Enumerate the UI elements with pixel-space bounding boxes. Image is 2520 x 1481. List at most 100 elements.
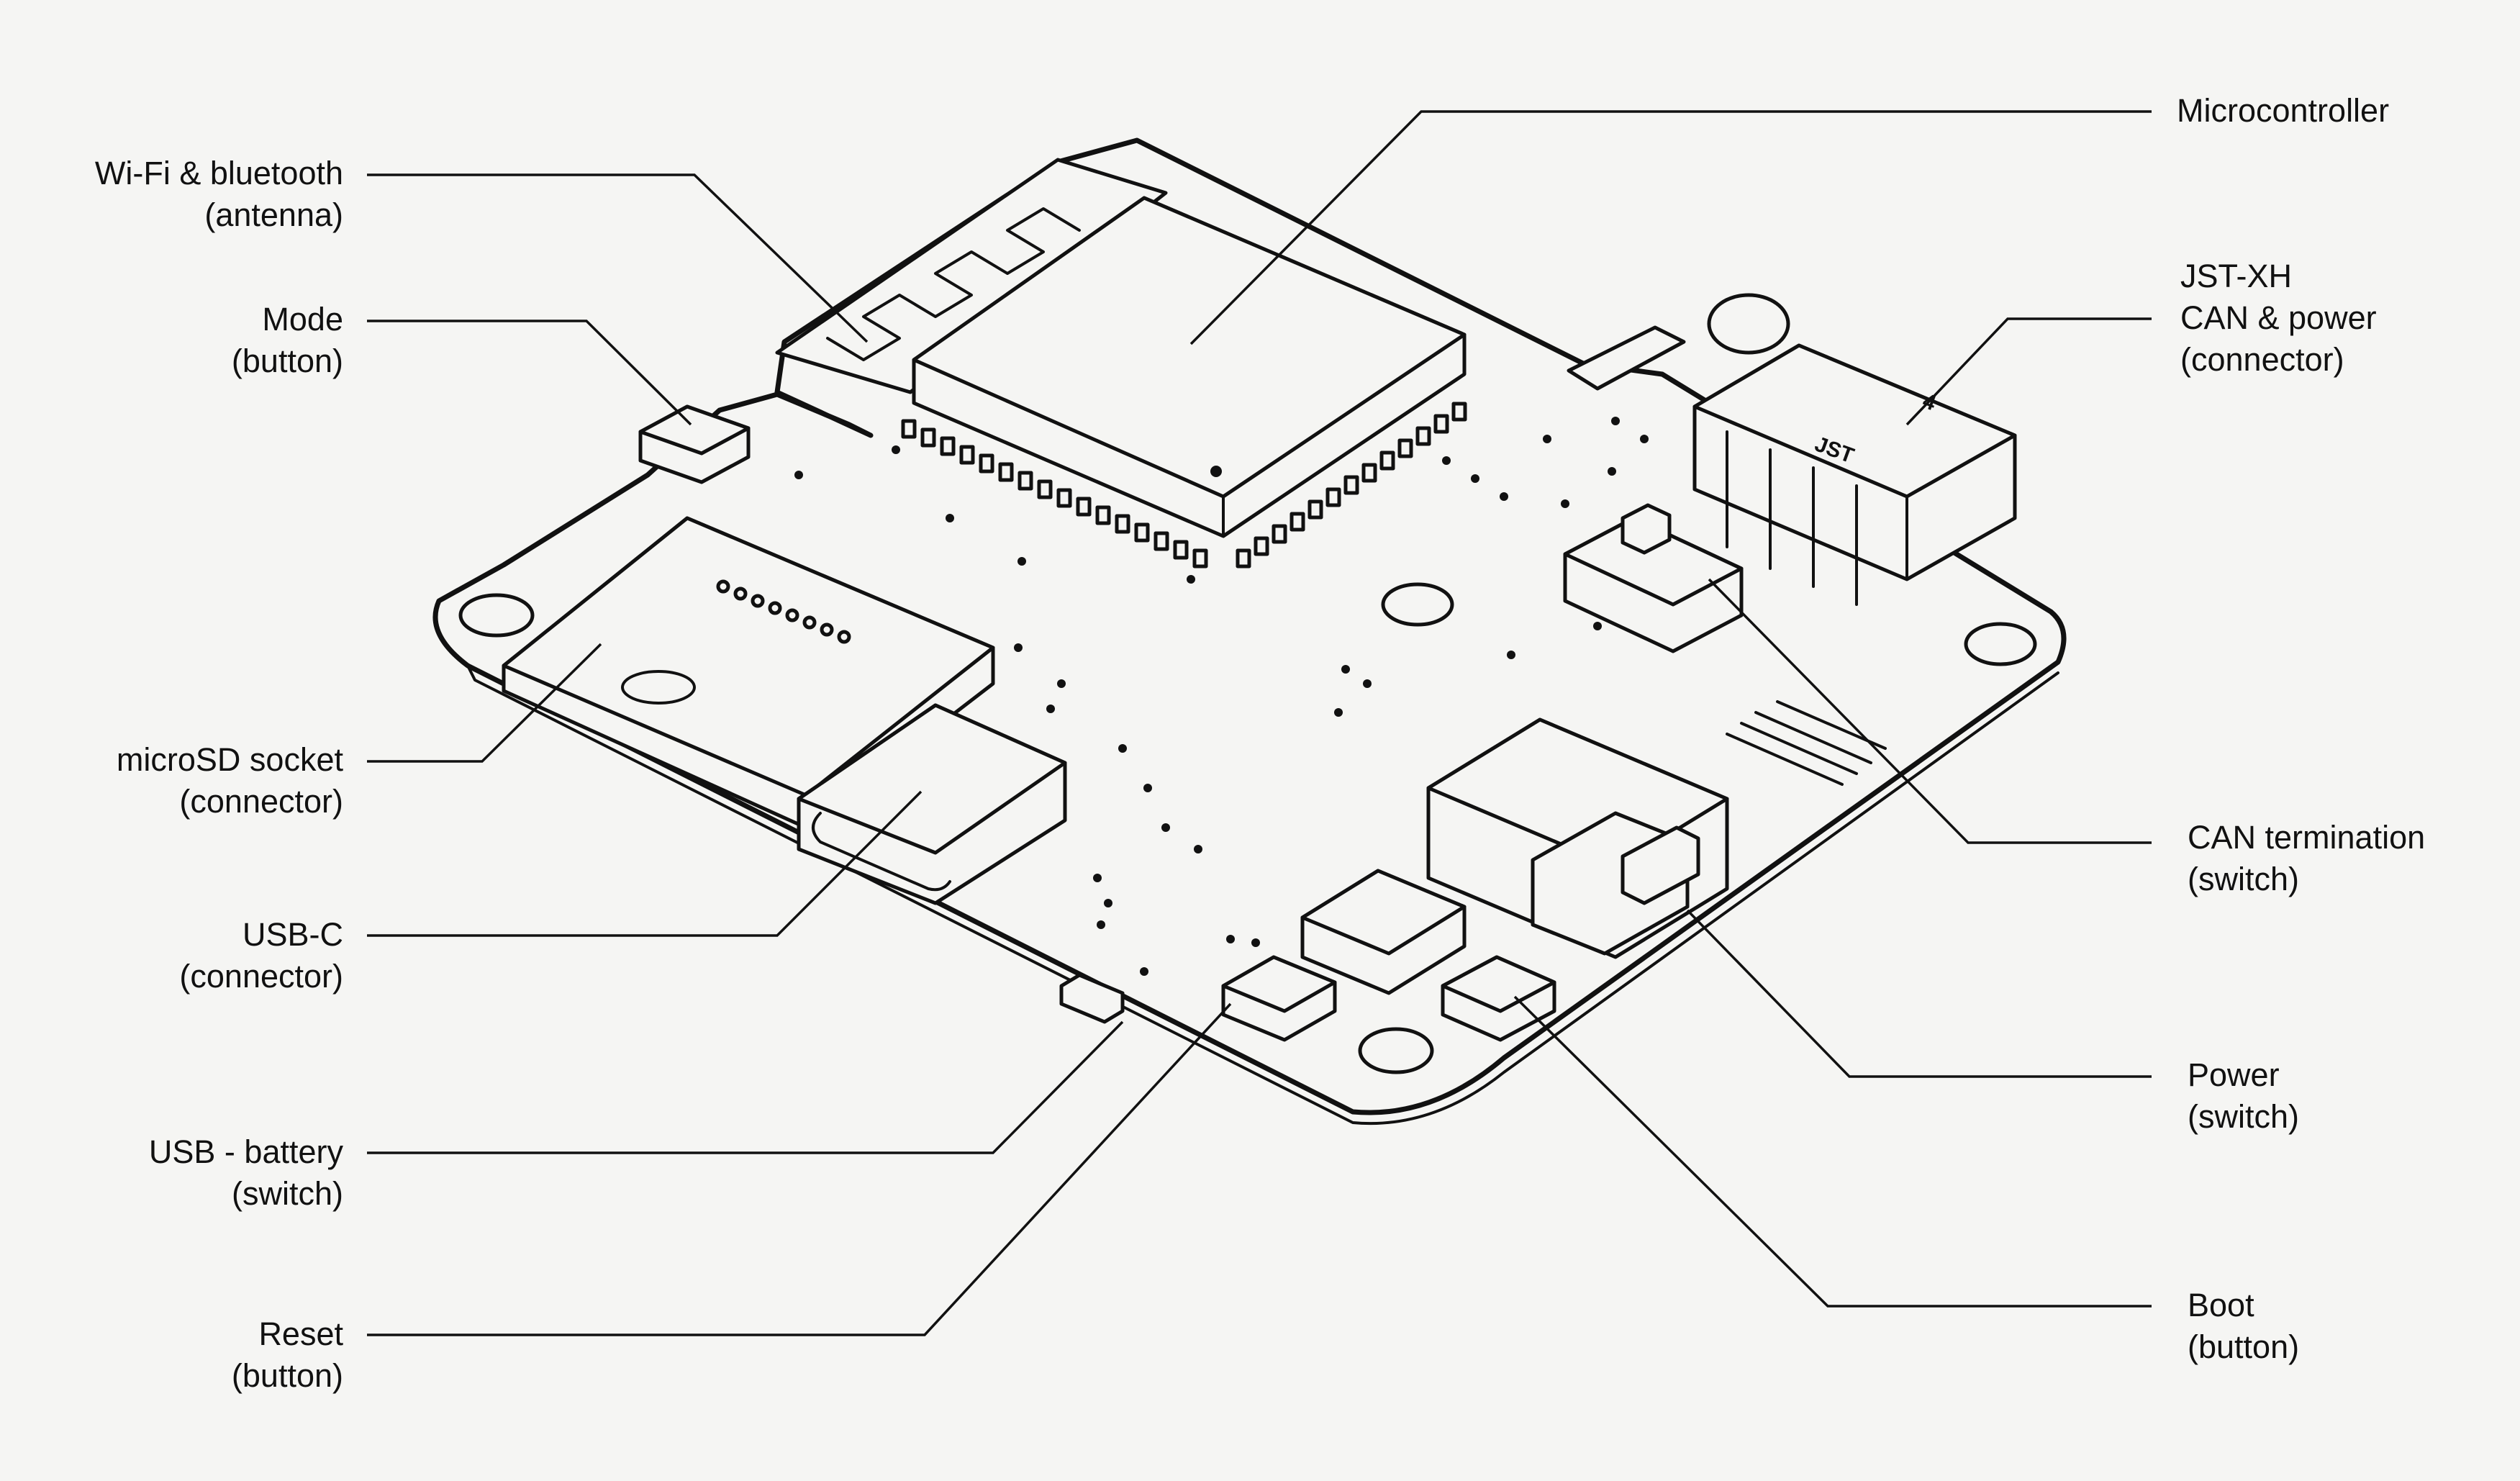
via: [1471, 474, 1479, 483]
leader-usbbattery: [367, 1020, 1124, 1154]
via: [1543, 435, 1551, 443]
callout-wifi: Wi-Fi & bluetooth (antenna): [95, 153, 343, 236]
callout-reset: Reset (button): [232, 1313, 343, 1397]
via: [892, 445, 900, 454]
leader-usbc: [367, 790, 923, 937]
sd-contact: [785, 608, 799, 622]
ic-package: [1300, 869, 1467, 995]
vias: [794, 417, 1649, 976]
mcu-pin: [1076, 497, 1092, 517]
via: [1161, 823, 1170, 832]
callout-microsd-title: microSD socket: [116, 741, 343, 778]
callout-mode: Mode (button): [232, 299, 343, 382]
mcu-pin: [1154, 531, 1169, 551]
via: [1507, 651, 1515, 659]
via: [1640, 435, 1649, 443]
sd-contact: [820, 622, 834, 637]
callout-usbbattery-title: USB - battery: [148, 1133, 343, 1170]
via: [1093, 874, 1102, 882]
mcu-pin: [1192, 548, 1208, 569]
mcu-pin: [1017, 471, 1033, 491]
mcu-pin: [1415, 426, 1431, 446]
callout-power-subtitle: (switch): [2188, 1098, 2299, 1135]
mcu-pin: [1173, 540, 1189, 560]
callout-boot: Boot (button): [2188, 1285, 2299, 1368]
leader-lines: [367, 110, 2152, 1336]
callout-jstxh: JST-XH CAN & power (connector): [2180, 255, 2377, 381]
mcu-pin: [1037, 479, 1053, 499]
callout-boot-title: Boot: [2188, 1287, 2254, 1323]
callout-mode-title: Mode: [262, 301, 343, 338]
mounting-holes: [458, 582, 2037, 1074]
leader-boot: [1513, 995, 2152, 1308]
callout-usbbattery: USB - battery (switch): [149, 1131, 343, 1215]
microcontroller-module: [901, 196, 1467, 569]
usb-battery-switch: [1059, 973, 1125, 1024]
sd-contact: [716, 579, 730, 594]
usb-c-connector: [797, 703, 1067, 905]
callout-jstxh-title: JST-XH: [2180, 258, 2293, 294]
sd-contact: [733, 586, 748, 601]
via: [1046, 705, 1055, 713]
mounting-hole: [1358, 1027, 1434, 1074]
via: [1442, 456, 1451, 465]
callout-reset-title: Reset: [258, 1315, 343, 1352]
mounting-hole: [458, 593, 535, 638]
mounting-hole: [1964, 622, 2037, 666]
mcu-pin: [940, 436, 956, 456]
mounting-hole: [1381, 582, 1454, 627]
callout-usbc: USB-C (connector): [179, 914, 343, 997]
via: [1593, 622, 1602, 630]
jst-xh-connector: JST 4: [1567, 293, 2017, 606]
callout-usbc-subtitle: (connector): [179, 958, 343, 995]
leader-power: [1686, 909, 2152, 1078]
mcu-pin: [959, 445, 975, 465]
callout-microcontroller: Microcontroller: [2177, 90, 2389, 132]
callout-microsd: microSD socket (connector): [117, 739, 343, 823]
mcu-pin: [998, 462, 1014, 482]
callout-usbbattery-subtitle: (switch): [232, 1175, 343, 1212]
power-switch: [1426, 717, 1729, 959]
mode-button: [638, 404, 751, 484]
via: [946, 514, 954, 522]
callout-usbc-title: USB-C: [242, 916, 343, 953]
sd-contact: [751, 594, 765, 608]
leader-wifi: [367, 173, 869, 343]
mcu-pin: [1307, 499, 1323, 520]
mcu-pin: [901, 419, 917, 439]
sd-contact: [837, 630, 851, 644]
callout-cantermination-title: CAN termination: [2188, 819, 2426, 856]
mcu-pin: [1095, 505, 1111, 525]
mcu-pin: [1343, 475, 1359, 495]
callout-wifi-subtitle: (antenna): [204, 196, 343, 233]
leader-mode: [367, 320, 692, 426]
board-slots: [1726, 700, 1887, 786]
via: [1608, 467, 1616, 476]
via: [1334, 708, 1343, 717]
via: [1226, 935, 1235, 943]
callout-boot-subtitle: (button): [2188, 1328, 2300, 1365]
boot-button: [1441, 955, 1556, 1042]
mcu-pin: [1272, 524, 1287, 544]
leader-jstxh: [1905, 317, 2152, 426]
via: [794, 471, 803, 479]
mcu-pin: [1397, 438, 1413, 458]
via: [1561, 499, 1569, 508]
callout-microcontroller-title: Microcontroller: [2177, 92, 2390, 129]
callout-mode-subtitle: (button): [231, 343, 343, 379]
callout-reset-subtitle: (button): [231, 1357, 343, 1394]
leader-reset: [367, 1002, 1232, 1336]
mcu-pin: [1379, 450, 1395, 471]
via: [1251, 938, 1260, 947]
mcu-pin: [1290, 512, 1305, 532]
callout-cantermination-subtitle: (switch): [2188, 861, 2299, 897]
callout-power-title: Power: [2188, 1056, 2280, 1093]
via: [1097, 920, 1105, 929]
via: [1500, 492, 1508, 501]
reset-button: [1221, 955, 1337, 1042]
mcu-pin: [1325, 487, 1341, 507]
via: [1104, 899, 1112, 907]
mcu-pin: [1254, 536, 1269, 556]
mcu-pin: [1236, 548, 1251, 569]
